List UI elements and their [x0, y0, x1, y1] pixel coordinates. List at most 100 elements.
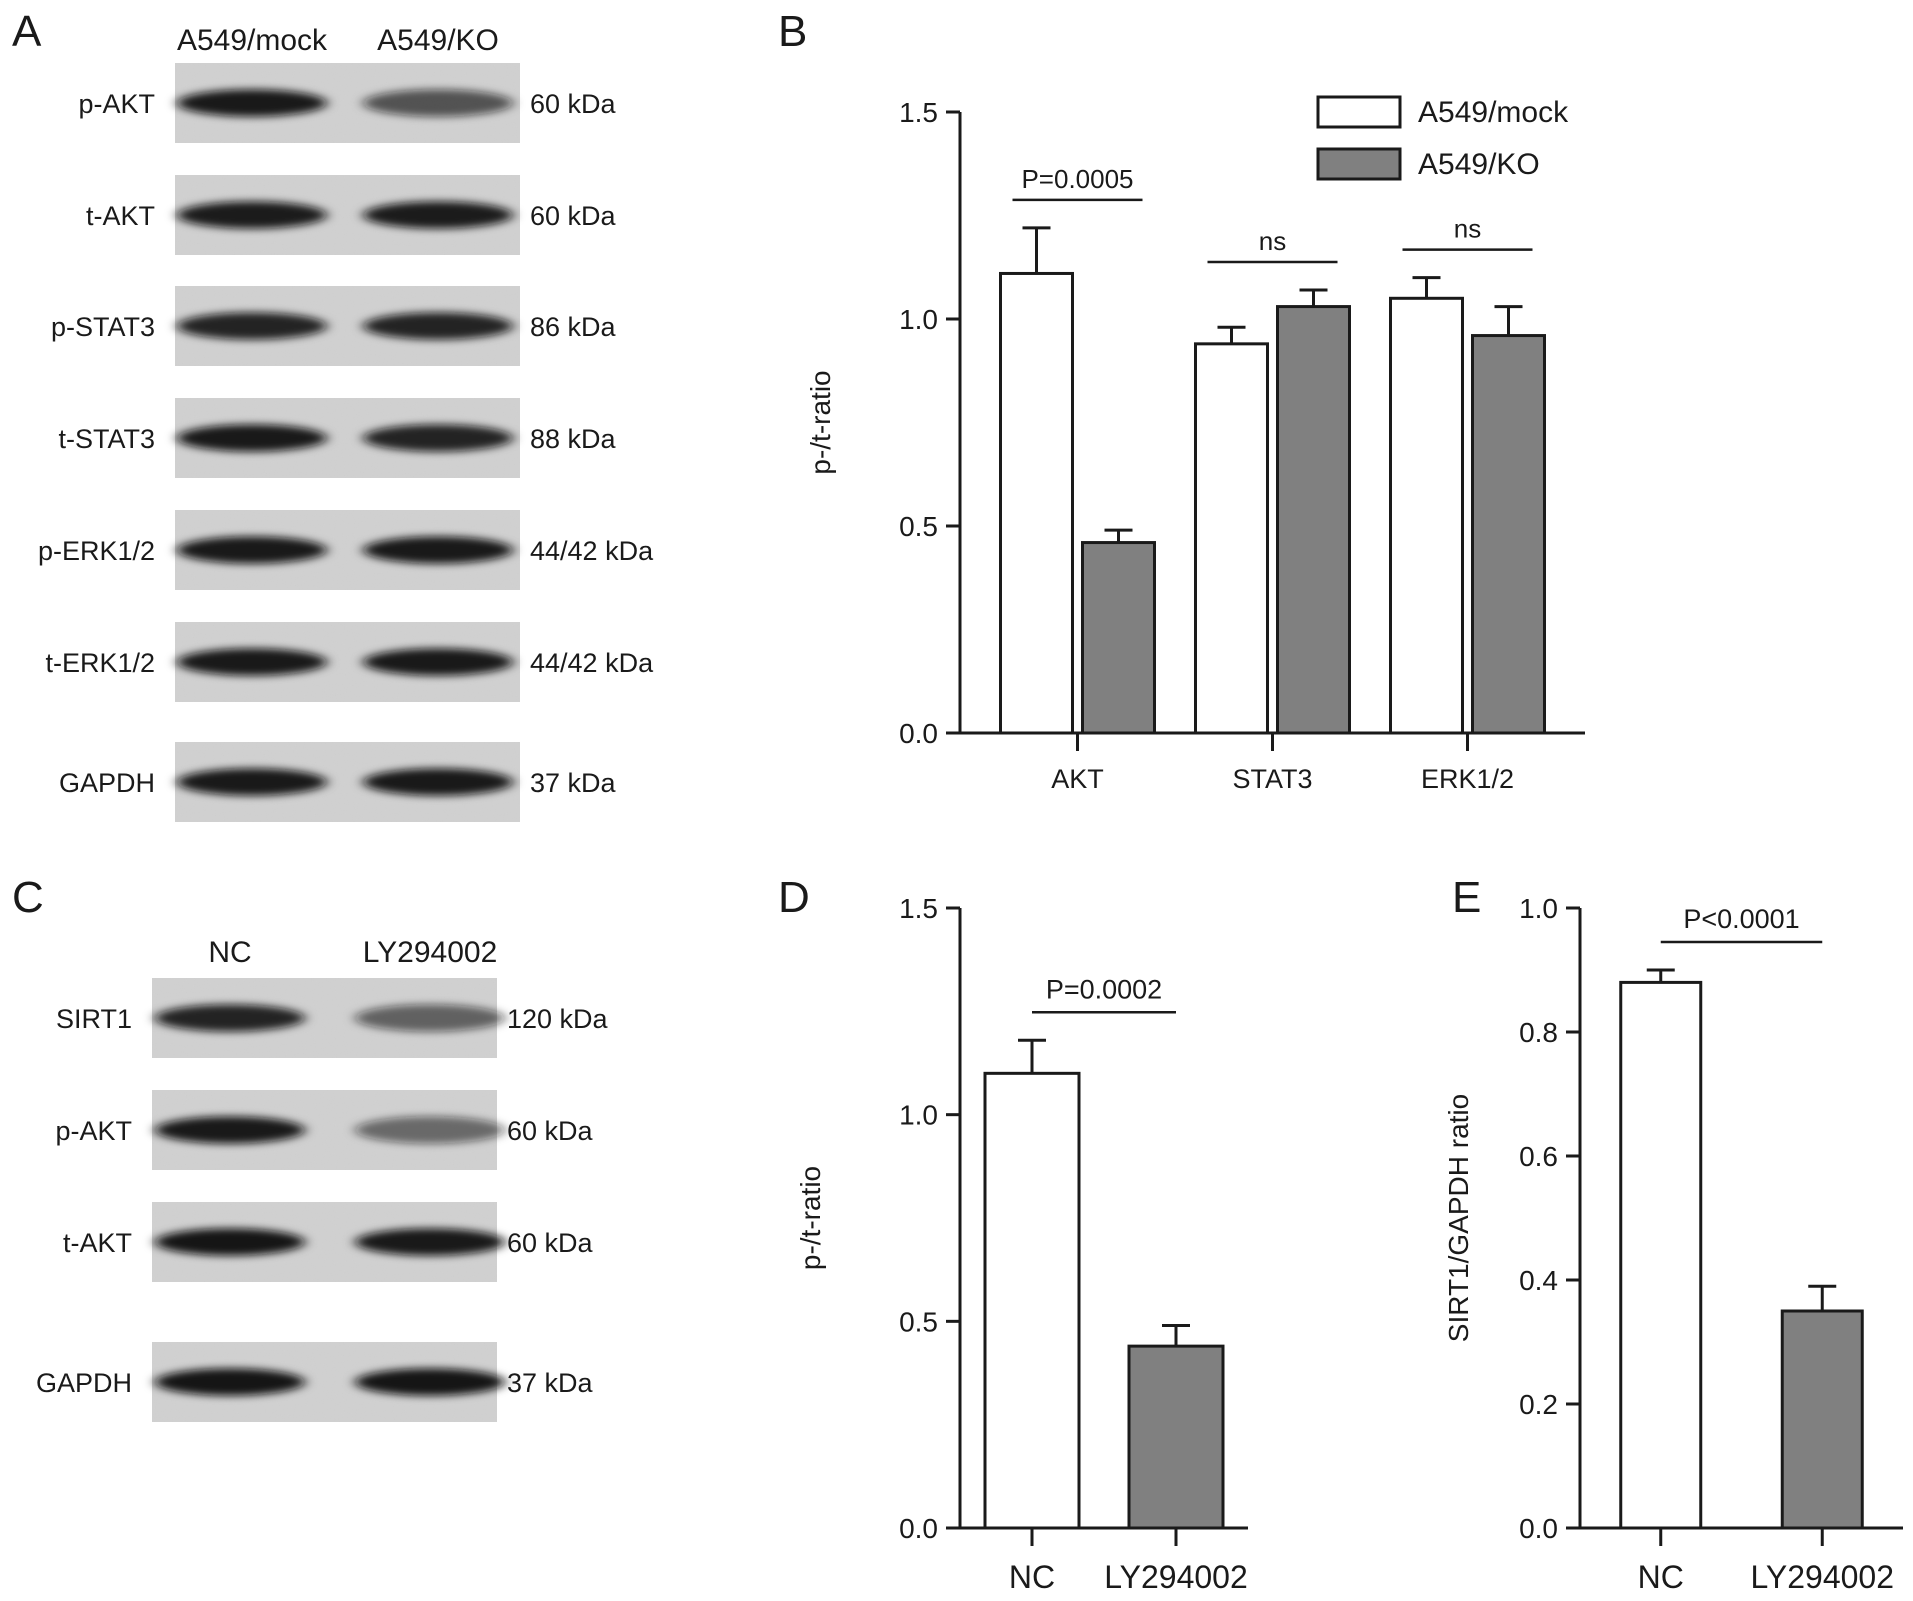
blot-band [155, 1004, 305, 1032]
significance-label: P=0.0005 [1021, 164, 1133, 194]
blot-panel-c: NC LY294002 SIRT1 120 kDa p-AKT 60 kDa t-AKT… [36, 936, 609, 1422]
x-tick-label: NC [1638, 1559, 1684, 1595]
blot-band [355, 1228, 505, 1256]
bar [983, 1071, 1081, 1530]
blot-band [177, 768, 327, 796]
blot-kda-label: 44/42 kDa [530, 648, 654, 678]
blot-band [355, 1368, 505, 1396]
panel-letter-c: C [12, 873, 44, 922]
y-tick-label: 0.0 [899, 1513, 938, 1544]
bar [1619, 980, 1703, 1530]
chart-b: 0.0 0.5 1.0 1.5 p-/t-ratio AKT P=0.0005 STAT3 ns… [805, 95, 1585, 794]
blot-label: p-STAT3 [51, 312, 155, 342]
blot-kda-label: 60 kDa [530, 201, 617, 231]
blot-label: t-STAT3 [58, 424, 155, 454]
blot-kda-label: 60 kDa [530, 89, 617, 119]
y-tick-label: 0.0 [899, 718, 938, 749]
lane-label-ly294002: LY294002 [363, 936, 498, 969]
blot-label: t-AKT [86, 201, 155, 231]
y-tick-label: 1.0 [899, 304, 938, 335]
blot-label: p-ERK1/2 [38, 536, 155, 566]
blot-band [363, 648, 513, 676]
legend-swatch [1316, 95, 1402, 129]
blot-band [355, 1004, 505, 1032]
blot-band [177, 648, 327, 676]
legend-label: A549/mock [1418, 96, 1569, 129]
blot-band [363, 312, 513, 340]
x-tick-label: AKT [1051, 764, 1104, 794]
panel-letter-b: B [778, 7, 807, 56]
legend-label: A549/KO [1418, 148, 1540, 181]
blot-label: GAPDH [59, 768, 155, 798]
y-tick-label: 1.5 [899, 893, 938, 924]
panel-letter-a: A [12, 7, 42, 56]
y-axis-label: p-/t-ratio [805, 370, 836, 474]
blot-band [355, 1116, 505, 1144]
y-axis-label: p-/t-ratio [795, 1166, 826, 1270]
y-axis-label: SIRT1/GAPDH ratio [1443, 1094, 1474, 1342]
y-tick-label: 0.0 [1519, 1513, 1558, 1544]
blot-label: t-AKT [63, 1228, 132, 1258]
blot-kda-label: 120 kDa [507, 1004, 609, 1034]
blot-kda-label: 37 kDa [530, 768, 617, 798]
lane-label-ko: A549/KO [377, 24, 499, 57]
bar [1194, 342, 1269, 735]
bar [1389, 296, 1464, 735]
x-tick-label: STAT3 [1232, 764, 1312, 794]
blot-band [363, 89, 513, 117]
blot-kda-label: 60 kDa [507, 1228, 594, 1258]
y-tick-label: 1.5 [899, 97, 938, 128]
x-tick-label: LY294002 [1750, 1559, 1894, 1595]
blot-kda-label: 60 kDa [507, 1116, 594, 1146]
blot-label: GAPDH [36, 1368, 132, 1398]
panel-letter-e: E [1452, 873, 1481, 922]
significance-label: P<0.0001 [1683, 904, 1799, 934]
bar [1276, 305, 1351, 735]
blot-label: p-AKT [78, 89, 155, 119]
bar [999, 271, 1074, 735]
x-tick-label: LY294002 [1104, 1559, 1248, 1595]
significance-label: ns [1454, 214, 1481, 244]
significance-label: P=0.0002 [1046, 974, 1162, 1004]
blot-panel-a: A549/mock A549/KO p-AKT 60 kDa t-AKT 60 kDa… [38, 24, 654, 822]
blot-band [155, 1368, 305, 1396]
y-tick-label: 0.6 [1519, 1141, 1558, 1172]
y-tick-label: 1.0 [899, 1100, 938, 1131]
blot-band [177, 312, 327, 340]
panel-letter-d: D [778, 873, 810, 922]
blot-band [363, 201, 513, 229]
lane-label-nc: NC [208, 936, 251, 969]
blot-kda-label: 37 kDa [507, 1368, 594, 1398]
blot-label: p-AKT [55, 1116, 132, 1146]
y-tick-label: 0.5 [899, 511, 938, 542]
legend-swatch [1316, 147, 1402, 181]
chart-e: 0.0 0.2 0.4 0.6 0.8 1.0 SIRT1/GAPDH ratio NC LY2… [1443, 893, 1903, 1595]
blot-band [177, 201, 327, 229]
x-tick-label: NC [1009, 1559, 1055, 1595]
blot-kda-label: 44/42 kDa [530, 536, 654, 566]
blot-band [363, 424, 513, 452]
significance-label: ns [1259, 226, 1286, 256]
y-tick-label: 0.5 [899, 1306, 938, 1337]
x-tick-label: ERK1/2 [1421, 764, 1514, 794]
blot-kda-label: 88 kDa [530, 424, 617, 454]
blot-band [155, 1228, 305, 1256]
y-tick-label: 1.0 [1519, 893, 1558, 924]
blot-band [177, 89, 327, 117]
blot-band [363, 768, 513, 796]
y-tick-label: 0.8 [1519, 1017, 1558, 1048]
bar [1471, 334, 1546, 735]
y-tick-label: 0.2 [1519, 1389, 1558, 1420]
blot-kda-label: 86 kDa [530, 312, 617, 342]
blot-label: SIRT1 [56, 1004, 132, 1034]
chart-d: 0.0 0.5 1.0 1.5 p-/t-ratio NC LY294002 P=0.0002 [795, 893, 1248, 1595]
blot-band [177, 536, 327, 564]
blot-label: t-ERK1/2 [45, 648, 155, 678]
bar [1780, 1309, 1864, 1530]
bar [1081, 541, 1156, 735]
bar [1127, 1344, 1225, 1530]
blot-band [363, 536, 513, 564]
blot-band [155, 1116, 305, 1144]
lane-label-mock: A549/mock [177, 24, 328, 57]
